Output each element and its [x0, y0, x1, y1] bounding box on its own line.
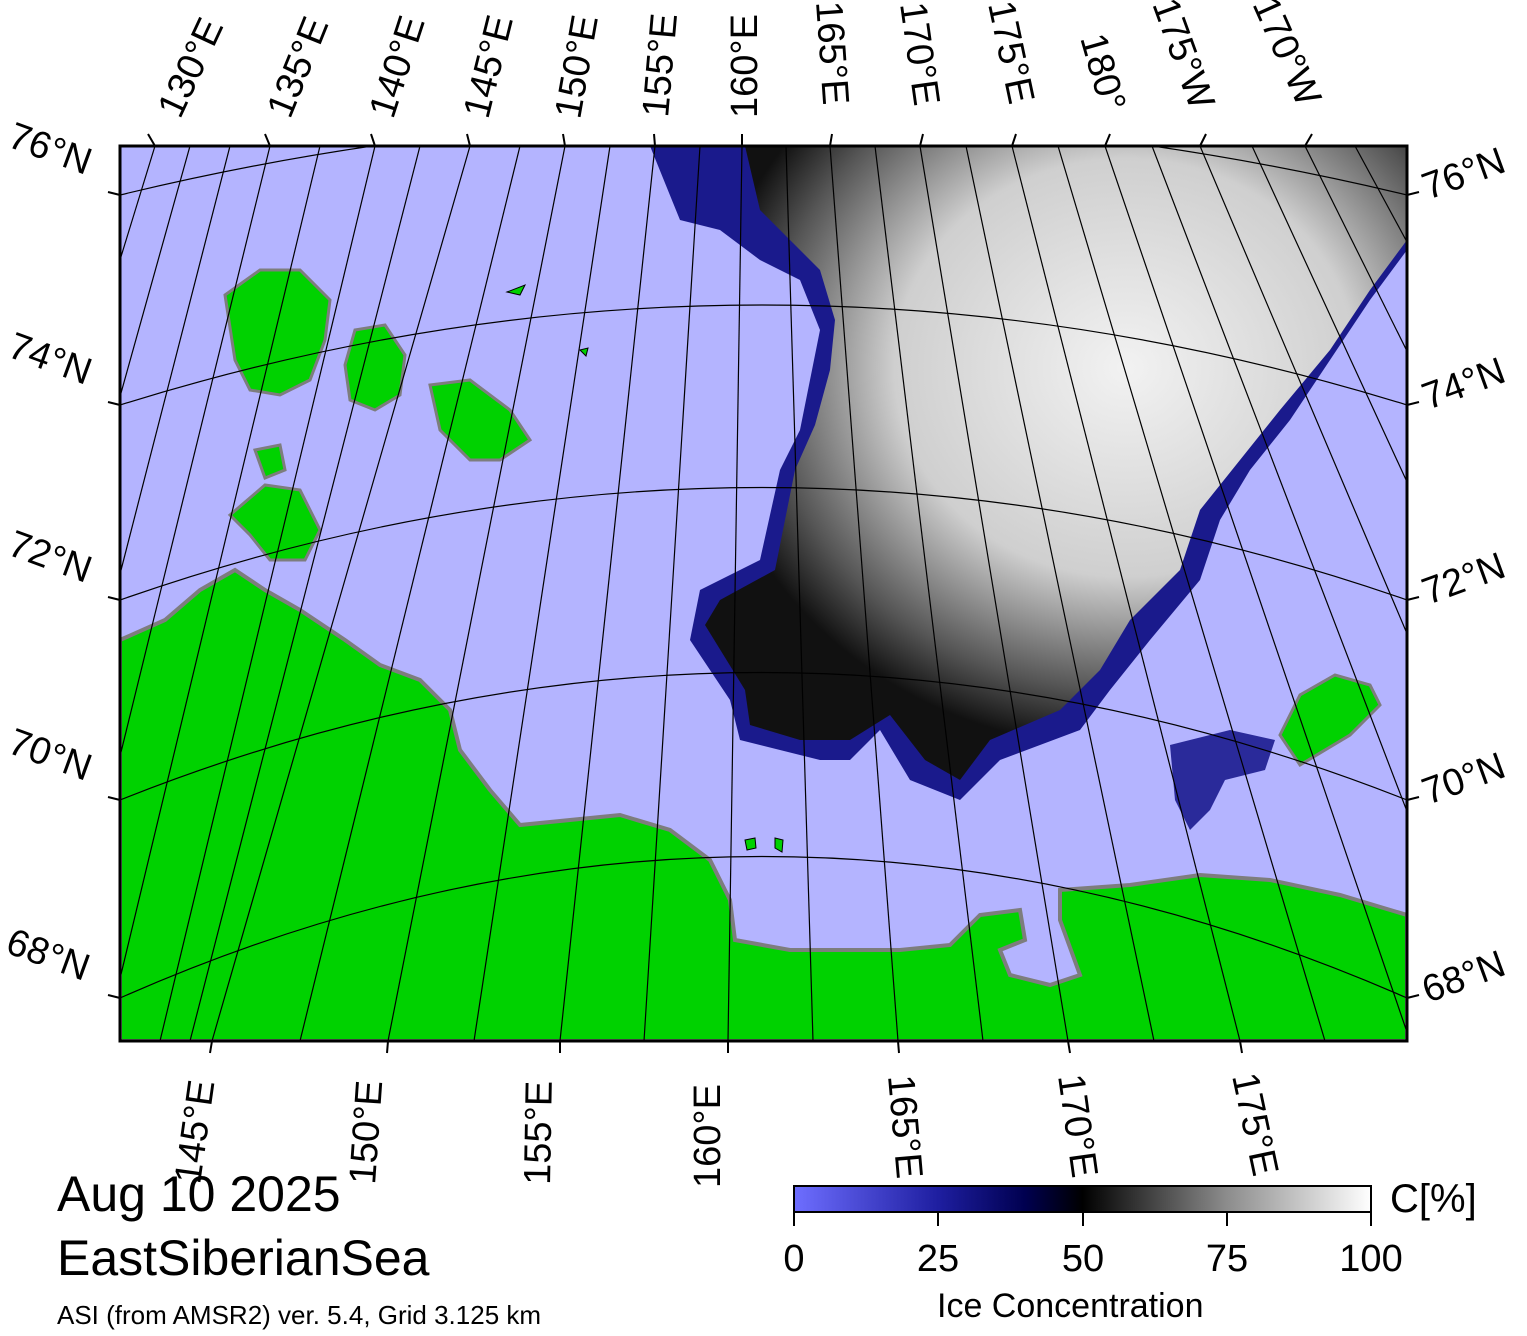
siberian-mainland	[120, 567, 1407, 1041]
meridian-minor-7	[643, 146, 701, 1041]
top-lon-label: 160°E	[724, 14, 766, 118]
new-siberian-island-faddeyevsky	[343, 323, 407, 412]
top-lon-label: 135°E	[259, 11, 337, 123]
meridian-170e	[919, 146, 1069, 1041]
right-lat-label: 74°N	[1417, 350, 1511, 419]
parallel-76n	[120, 146, 1407, 196]
meridian-140e	[159, 146, 376, 1041]
map-date: Aug 10 2025	[57, 1166, 341, 1222]
bottom-lon-label: 155°E	[517, 1080, 561, 1185]
meridian-180	[1104, 146, 1407, 1035]
graticule	[120, 146, 1407, 1041]
meridian-170w	[1304, 146, 1407, 353]
meridian-minor-8	[785, 146, 814, 1041]
bottom-lon-label: 150°E	[342, 1079, 391, 1186]
left-lat-label: 70°N	[3, 721, 97, 790]
left-lat-label: 72°N	[3, 523, 97, 592]
meridian-135e	[120, 146, 271, 759]
colorbar-title: Ice Concentration	[937, 1287, 1204, 1325]
maly-lyakhovsky-island	[253, 443, 287, 480]
colorbar-tick-label: 50	[1061, 1238, 1105, 1280]
meridian-minor-13	[1251, 146, 1407, 484]
left-latitude-labels: 76°N 74°N 72°N 70°N 68°N	[1, 115, 97, 990]
meridian-minor-12	[1151, 146, 1407, 814]
small-island-north	[505, 284, 589, 357]
colorbar-unit: C[%]	[1390, 1177, 1477, 1221]
parallel-74n	[120, 304, 1407, 406]
map-area	[120, 146, 1407, 1041]
colorbar-tick-label: 25	[916, 1238, 960, 1280]
map-frame	[118, 144, 1409, 1043]
top-lon-label: 175°E	[979, 0, 1042, 108]
colorbar-tick-label: 75	[1205, 1238, 1249, 1280]
meridian-minor-1	[120, 146, 191, 399]
meridian-165e	[829, 146, 899, 1041]
colorbar-ticks	[793, 1212, 1372, 1226]
top-lon-label: 165°E	[807, 0, 856, 106]
colorbar-tick-label: 0	[783, 1238, 805, 1280]
top-longitude-labels: 130°E 135°E 140°E 145°E 150°E 155°E 160°…	[150, 0, 1329, 124]
right-latitude-labels: 76°N 74°N 72°N 70°N 68°N	[1417, 140, 1511, 1012]
bear-islands	[744, 837, 784, 853]
meridian-145e	[211, 146, 471, 1041]
meridian-minor-3	[120, 146, 321, 982]
right-lat-label: 76°N	[1417, 140, 1511, 209]
meridian-minor-9	[874, 146, 984, 1041]
frame-ticks	[107, 133, 1420, 1054]
colorbar-tick-label: 100	[1339, 1238, 1403, 1280]
meridian-160e	[727, 146, 743, 1041]
parallel-70n	[120, 671, 1407, 801]
meridian-minor-4	[189, 146, 421, 1041]
top-lon-label: 170°W	[1244, 0, 1329, 112]
top-lon-label: 155°E	[635, 12, 686, 119]
colorbar	[793, 1185, 1372, 1213]
bolshoy-lyakhovsky-island	[227, 483, 322, 562]
right-lat-label: 72°N	[1417, 545, 1511, 614]
right-lat-label: 68°N	[1417, 943, 1511, 1012]
meridian-minor-10	[965, 146, 1155, 1041]
top-lon-label: 145°E	[456, 11, 522, 122]
top-lon-label: 170°E	[891, 0, 947, 108]
left-lat-label: 74°N	[3, 325, 97, 394]
parallel-68n	[120, 856, 1407, 999]
bottom-lon-label: 160°E	[687, 1084, 729, 1188]
top-lon-label: 140°E	[362, 11, 434, 123]
meridian-minor-11	[1057, 146, 1326, 1041]
meridian-175w	[1199, 146, 1407, 636]
right-lat-label: 70°N	[1417, 745, 1511, 814]
left-lat-label: 68°N	[1, 921, 95, 990]
sea-ice-field	[705, 146, 1407, 780]
meridian-175e	[1011, 146, 1241, 1041]
bottom-lon-label: 165°E	[879, 1073, 930, 1180]
meridian-155e	[559, 146, 656, 1041]
top-lon-label: 150°E	[548, 12, 607, 122]
new-siberian-island-novaya-sibir	[428, 378, 533, 462]
left-lat-label: 76°N	[3, 115, 97, 184]
bottom-lon-label: 175°E	[1223, 1069, 1286, 1179]
meridian-minor-5	[299, 146, 521, 1041]
top-lon-label: 130°E	[150, 12, 232, 124]
meridian-minor-2	[120, 146, 231, 577]
drift-ice-patch	[1170, 730, 1275, 830]
meridian-150e	[387, 146, 566, 1041]
top-lon-label: 175°W	[1144, 0, 1223, 115]
new-siberian-island-kotelny	[223, 268, 332, 397]
bottom-lon-label: 170°E	[1049, 1071, 1105, 1180]
region-name: EastSiberianSea	[57, 1230, 430, 1286]
top-lon-label: 180°	[1071, 29, 1133, 116]
wrangel-island	[1278, 673, 1382, 768]
meridian-minor-6	[473, 146, 611, 1041]
product-note: ASI (from AMSR2) ver. 5.4, Grid 3.125 km	[57, 1300, 542, 1330]
parallel-72n	[120, 486, 1407, 601]
